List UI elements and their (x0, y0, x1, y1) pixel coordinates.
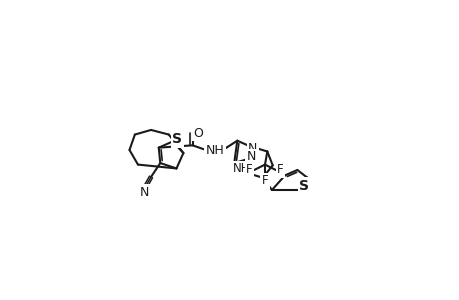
Text: S: S (172, 132, 182, 146)
Text: F: F (276, 164, 283, 176)
Text: N: N (139, 186, 148, 199)
Text: O: O (193, 127, 202, 140)
Text: N: N (247, 142, 257, 155)
Text: F: F (246, 164, 252, 176)
Text: NH: NH (205, 144, 224, 157)
Text: S: S (299, 179, 308, 193)
Text: NH: NH (233, 162, 250, 175)
Text: F: F (261, 174, 268, 187)
Text: N: N (246, 150, 255, 164)
